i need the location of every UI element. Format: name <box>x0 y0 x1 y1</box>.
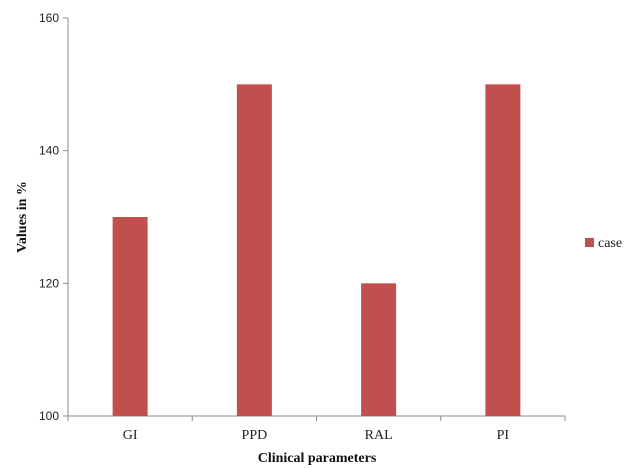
x-category-label: RAL <box>365 428 393 443</box>
x-category-label: GI <box>123 428 138 443</box>
x-axis-title: Clinical parameters <box>258 451 377 466</box>
bar-gi <box>112 217 148 416</box>
bar-ral <box>361 283 397 416</box>
bar-ppd <box>236 84 272 416</box>
bar-series-case <box>112 84 521 416</box>
y-tick-label: 140 <box>39 144 59 158</box>
bar-pi <box>485 84 521 416</box>
legend-label-case: case <box>598 236 622 251</box>
y-tick-label: 160 <box>39 11 59 25</box>
x-category-label: PPD <box>242 428 268 443</box>
y-axis-ticks: 100 120 140 160 <box>39 11 68 423</box>
y-tick-label: 100 <box>39 409 59 423</box>
legend-swatch-case <box>585 238 594 247</box>
legend: case <box>585 236 622 251</box>
y-axis-title: Values in % <box>15 181 30 253</box>
x-category-label: PI <box>497 428 510 443</box>
x-axis-ticks: GI PPD RAL PI <box>67 416 566 443</box>
y-tick-label: 120 <box>39 276 59 290</box>
